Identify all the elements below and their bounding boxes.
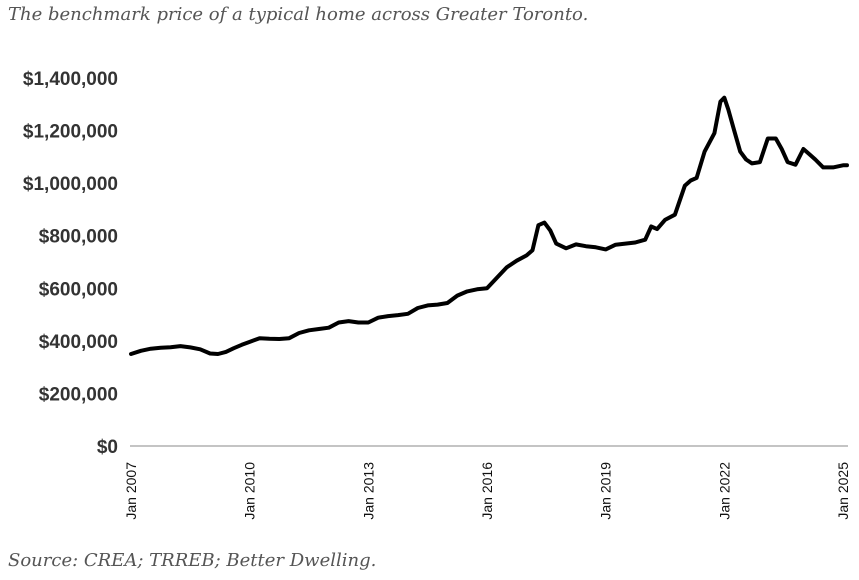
x-axis-tick-labels: Jan 2007 Jan 2010 Jan 2013 Jan 2016 Jan 2019… bbox=[123, 462, 851, 520]
x-tick-label: Jan 2007 bbox=[123, 462, 139, 520]
y-tick-label: $1,200,000 bbox=[23, 122, 118, 143]
y-tick-label: $200,000 bbox=[39, 384, 118, 405]
series-layer bbox=[129, 95, 849, 356]
x-tick-label: Jan 2016 bbox=[479, 462, 495, 520]
y-tick-label: $600,000 bbox=[39, 279, 118, 300]
x-tick-label: Jan 2013 bbox=[360, 462, 376, 520]
y-tick-label: $800,000 bbox=[39, 227, 118, 248]
y-axis-tick-labels: $0 $200,000 $400,000 $600,000 $800,000 $1,000… bbox=[23, 69, 118, 458]
chart-subtitle: The benchmark price of a typical home ac… bbox=[8, 4, 589, 25]
x-tick-label: Jan 2025 bbox=[835, 462, 851, 520]
x-tick-label: Jan 2019 bbox=[598, 462, 614, 520]
x-tick-label: Jan 2010 bbox=[242, 462, 258, 520]
y-tick-label: $1,000,000 bbox=[23, 174, 118, 195]
series-line-benchmark-price bbox=[129, 95, 849, 356]
y-tick-label: $1,400,000 bbox=[23, 69, 118, 90]
y-tick-label: $400,000 bbox=[39, 332, 118, 353]
chart-source-note: Source: CREA; TRREB; Better Dwelling. bbox=[8, 550, 377, 571]
x-tick-label: Jan 2022 bbox=[716, 462, 732, 520]
y-tick-label: $0 bbox=[97, 437, 118, 458]
